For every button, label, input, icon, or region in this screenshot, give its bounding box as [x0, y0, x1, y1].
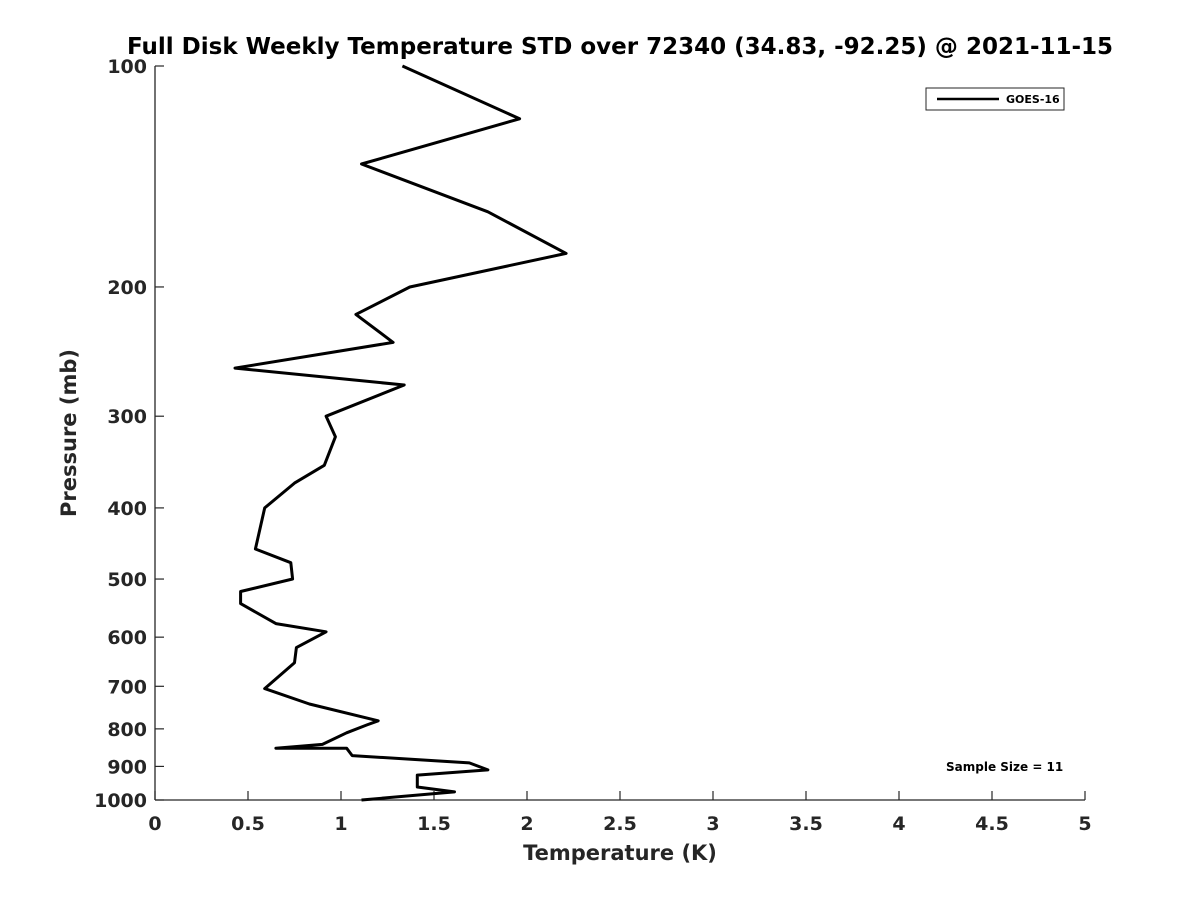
legend-label: GOES-16 — [1006, 93, 1060, 106]
x-tick-label: 0.5 — [231, 813, 265, 835]
y-tick-label: 700 — [107, 676, 147, 698]
x-tick-label: 2.5 — [603, 813, 637, 835]
y-tick-label: 900 — [107, 756, 147, 778]
y-axis-label: Pressure (mb) — [57, 349, 81, 517]
y-tick-label: 300 — [107, 406, 147, 428]
x-axis-label: Temperature (K) — [523, 841, 717, 865]
x-tick-label: 5 — [1078, 813, 1091, 835]
y-tick-label: 1000 — [94, 790, 147, 812]
chart-title: Full Disk Weekly Temperature STD over 72… — [127, 34, 1113, 60]
y-tick-label: 800 — [107, 719, 147, 741]
y-ticks: 100 200 300 400 500 600 700 800 900 1000 — [94, 56, 164, 812]
series-layer — [233, 64, 568, 802]
plot-axes — [154, 66, 1085, 801]
x-tick-label: 4 — [892, 813, 905, 835]
y-tick-label: 100 — [107, 56, 147, 78]
y-tick-label: 500 — [107, 569, 147, 591]
x-tick-label: 4.5 — [975, 813, 1009, 835]
x-tick-label: 1.5 — [417, 813, 451, 835]
x-ticks: 0 0.5 1 1.5 2 2.5 3 3.5 4 4.5 5 — [148, 791, 1092, 835]
x-tick-label: 3 — [706, 813, 719, 835]
x-tick-label: 2 — [520, 813, 533, 835]
x-tick-label: 1 — [334, 813, 347, 835]
legend: GOES-16 — [925, 87, 1065, 111]
series-line-goes-16 — [233, 64, 568, 802]
x-tick-label: 0 — [148, 813, 161, 835]
y-tick-label: 200 — [107, 277, 147, 299]
sample-size-annotation: Sample Size = 11 — [946, 760, 1063, 774]
x-tick-label: 3.5 — [789, 813, 823, 835]
y-tick-label: 600 — [107, 627, 147, 649]
y-tick-label: 400 — [107, 498, 147, 520]
